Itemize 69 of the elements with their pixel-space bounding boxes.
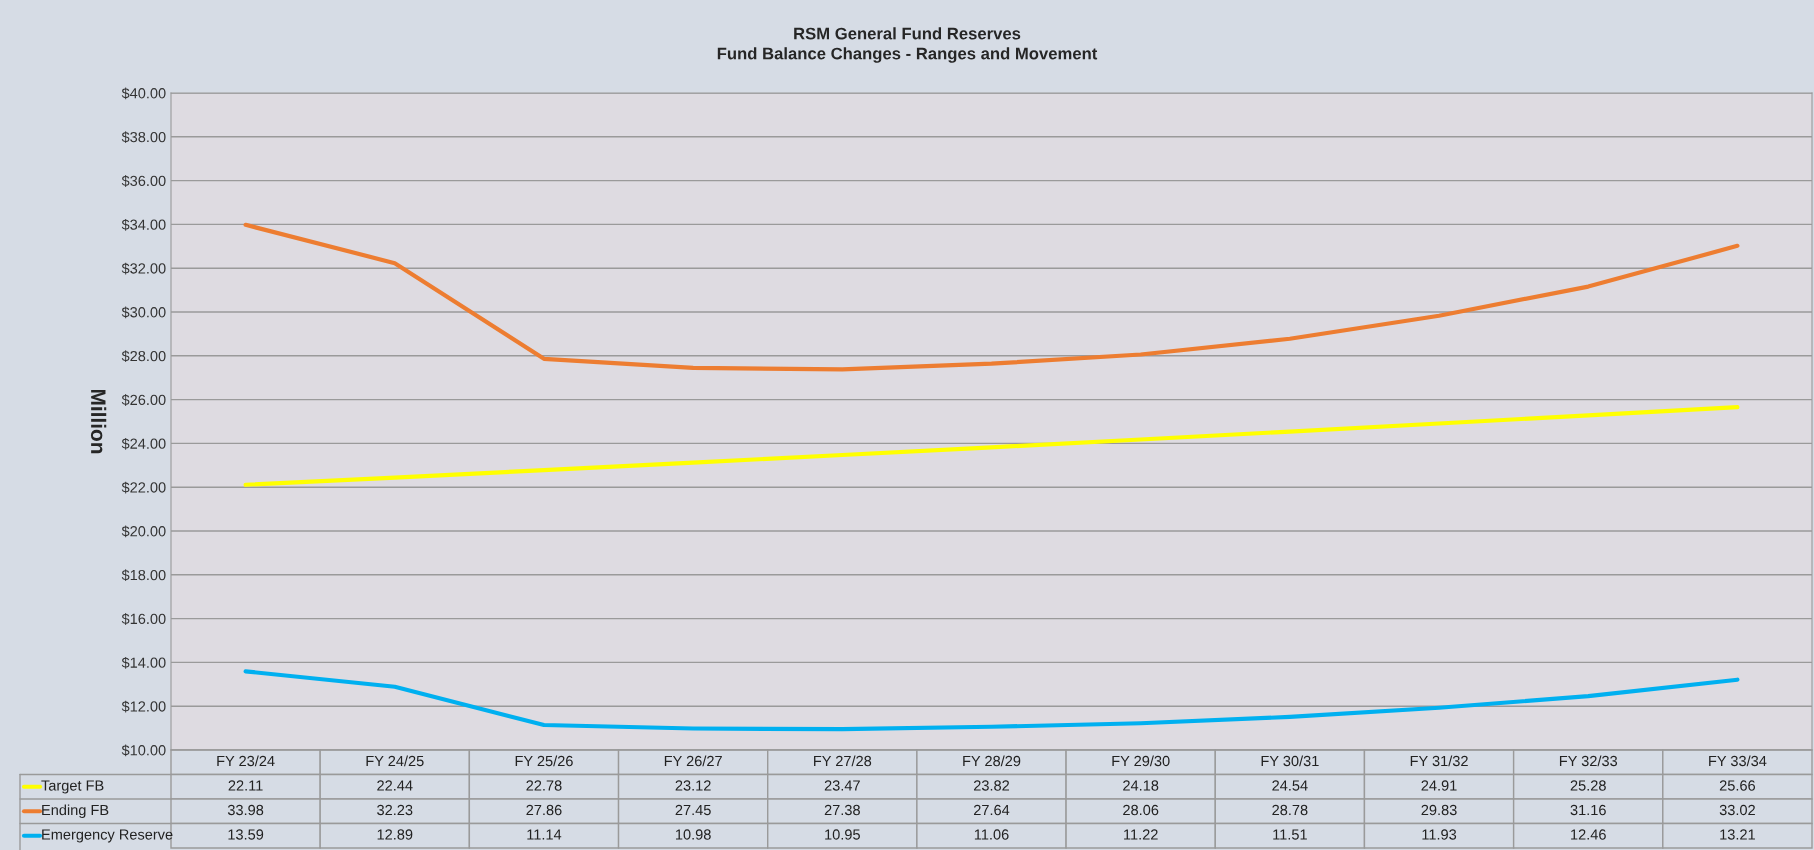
y-tick-label: $28.00 (121, 350, 166, 363)
y-tick-label: $18.00 (121, 569, 166, 582)
data-label: 13.59 (228, 829, 264, 840)
data-label: 24.91 (1421, 780, 1457, 791)
line-series (243, 404, 1740, 487)
x-tick-label: FY 30/31 (1261, 755, 1319, 767)
x-tick-label: FY 32/33 (1559, 755, 1618, 767)
y-tick-label: $14.00 (121, 656, 166, 669)
chart-title: RSM General Fund Reserves (794, 27, 1021, 40)
chart-subtitle: Fund Balance Changes - Ranges and Movement (717, 47, 1098, 63)
data-label: 32.23 (377, 804, 413, 816)
data-label: 11.51 (1273, 829, 1307, 840)
x-tick-label: FY 27/28 (814, 755, 872, 767)
data-label: 11.93 (1422, 829, 1457, 840)
data-label: 33.98 (227, 804, 264, 816)
data-label: 27.38 (824, 804, 860, 816)
x-tick-label: FY 23/24 (217, 755, 275, 767)
data-label: 10.98 (676, 829, 711, 840)
data-label: 11.06 (974, 829, 1009, 840)
data-label: 28.78 (1272, 804, 1308, 816)
y-tick-label: $38.00 (121, 131, 166, 144)
line-series (243, 669, 1740, 732)
y-tick-label: $26.00 (121, 394, 166, 406)
x-tick-label: FY 33/34 (1709, 755, 1767, 767)
x-tick-label: FY 24/25 (366, 755, 424, 767)
y-tick-label: $30.00 (121, 306, 166, 319)
x-tick-label: FY 26/27 (664, 755, 722, 767)
legend-label: Target FB (41, 780, 104, 794)
legend-label: Emergency Reserve (42, 829, 173, 843)
data-label: 31.16 (1570, 804, 1606, 816)
y-tick-label: $36.00 (121, 175, 166, 187)
data-label: 27.45 (675, 804, 711, 816)
data-label: 22.11 (228, 780, 263, 791)
y-tick-label: $32.00 (121, 262, 166, 275)
data-label: 12.46 (1571, 829, 1606, 840)
y-tick-label: $12.00 (121, 700, 166, 713)
y-tick-label: $40.00 (121, 87, 166, 100)
line-series (243, 222, 1740, 372)
data-label: 29.83 (1421, 804, 1457, 816)
data-label: 24.18 (1123, 780, 1159, 791)
x-tick-label: FY 31/32 (1410, 755, 1468, 767)
x-tick-label: FY 28/29 (963, 755, 1021, 767)
data-label: 22.44 (377, 780, 413, 791)
y-tick-label: $22.00 (121, 481, 166, 494)
y-tick-label: $20.00 (121, 525, 166, 538)
data-label: 12.89 (377, 829, 413, 840)
y-tick-label: $16.00 (121, 613, 166, 625)
data-label: 10.95 (825, 829, 860, 840)
data-label: 28.06 (1123, 804, 1159, 816)
data-label: 24.54 (1272, 780, 1308, 791)
y-tick-label: $24.00 (121, 437, 166, 450)
data-label: 11.14 (527, 829, 562, 840)
data-label: 25.66 (1719, 780, 1756, 791)
y-tick-label: $10.00 (121, 744, 166, 757)
x-tick-label: FY 25/26 (515, 755, 573, 767)
data-label: 23.82 (973, 780, 1010, 791)
data-label: 23.12 (675, 780, 711, 791)
y-axis-title: Million (90, 389, 107, 454)
legend-label: Ending FB (42, 804, 109, 819)
data-label: 33.02 (1719, 804, 1755, 816)
data-label: 25.28 (1570, 780, 1606, 791)
data-label: 11.22 (1124, 829, 1158, 840)
data-label: 27.64 (973, 804, 1010, 816)
y-tick-label: $34.00 (121, 218, 166, 231)
x-tick-label: FY 29/30 (1112, 755, 1170, 767)
data-label: 23.47 (824, 780, 860, 791)
data-label: 13.21 (1720, 829, 1755, 840)
data-label: 22.78 (526, 780, 562, 791)
data-label: 27.86 (526, 804, 562, 816)
